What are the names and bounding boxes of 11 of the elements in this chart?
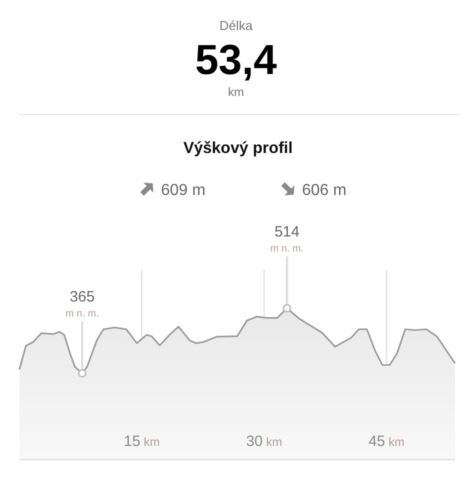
data-label: 514 m n. m. xyxy=(270,223,304,254)
x-tick-label: 30 km xyxy=(246,433,282,450)
text: 53,4 xyxy=(195,36,278,83)
text: 609 m xyxy=(161,182,206,199)
chart-title: Výškový profil xyxy=(183,140,293,157)
x-tick-label: 45 km xyxy=(368,433,404,450)
x-tick-label: 15 km xyxy=(124,433,160,450)
text: Délka xyxy=(219,18,254,33)
data-label: 365 m n. m. xyxy=(66,288,99,320)
text: 606 m xyxy=(302,182,346,199)
text: km xyxy=(228,85,244,99)
